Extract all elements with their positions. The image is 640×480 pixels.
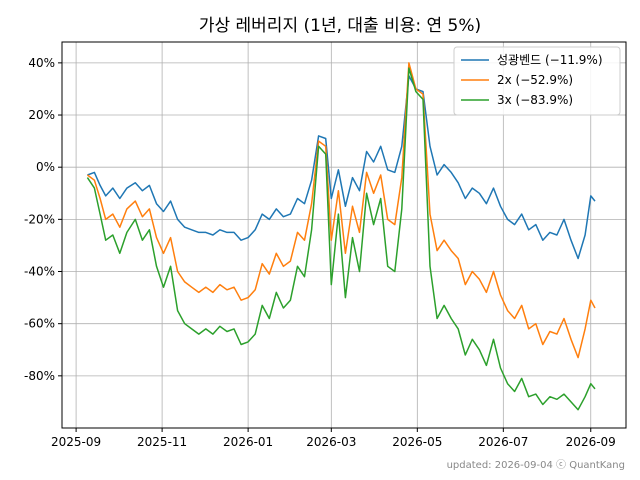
- x-tick-label: 2026-09: [566, 435, 616, 449]
- y-tick-label: 20%: [28, 108, 55, 122]
- series-line-1: [87, 75, 596, 260]
- legend-label-1: 성광벤드 (−11.9%): [497, 53, 603, 67]
- x-tick-label: 2025-09: [51, 435, 101, 449]
- legend: 성광벤드 (−11.9%) 2x (−52.9%) 3x (−83.9%): [453, 46, 621, 116]
- x-axis: 2025-09 2025-11 2026-01 2026-03 2026-05 2026-…: [51, 428, 616, 449]
- y-tick-label: -80%: [24, 369, 55, 383]
- x-tick-label: 2026-07: [478, 435, 528, 449]
- x-tick-label: 2026-01: [223, 435, 273, 449]
- plot-frame: [61, 41, 627, 429]
- series-line-2: [86, 62, 596, 359]
- series-line-3: [86, 67, 596, 411]
- y-tick-label: 0%: [36, 160, 55, 174]
- grid: [62, 42, 626, 428]
- footer-credit: updated: 2026-09-04 ⓒ QuantKang: [447, 459, 625, 471]
- x-tick-label: 2025-11: [137, 435, 187, 449]
- y-tick-label: -40%: [24, 265, 55, 279]
- x-tick-label: 2026-03: [306, 435, 356, 449]
- series-group: [86, 62, 596, 411]
- x-tick-label: 2026-05: [392, 435, 442, 449]
- y-axis: 40% 20% 0% -20% -40% -60% -80%: [24, 56, 62, 383]
- y-tick-label: -20%: [24, 212, 55, 226]
- y-tick-label: -60%: [24, 317, 55, 331]
- legend-box: [453, 46, 621, 116]
- legend-label-3: 3x (−83.9%): [497, 93, 573, 107]
- legend-label-2: 2x (−52.9%): [497, 73, 573, 87]
- y-tick-label: 40%: [28, 56, 55, 70]
- chart-title: 가상 레버리지 (1년, 대출 비용: 연 5%): [199, 16, 481, 36]
